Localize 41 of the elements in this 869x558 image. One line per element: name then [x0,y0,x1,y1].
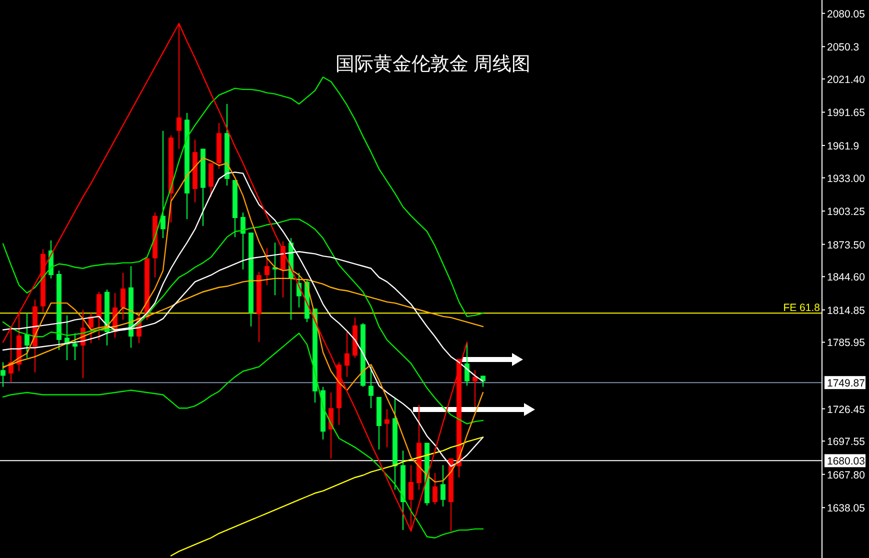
y-tick-label: 2021.40 [827,74,866,86]
candlestick [24,312,30,358]
ref-line-label: 1680.03 [827,456,866,468]
text: 国际黄金伦敦金 周线图 [335,54,531,75]
candlestick [264,248,270,286]
y-tick-label: 1844.60 [827,272,866,284]
line-series [170,436,484,556]
line-series [2,76,484,318]
candlestick [368,366,374,409]
y-tick-label: 2080.05 [827,8,866,20]
candlestick [120,272,126,320]
line-series [2,332,484,538]
y-tick-label: 1785.95 [827,337,866,350]
candlestick [328,392,334,459]
ref-line-label: FE 61.8 [783,302,820,314]
candlestick [72,332,78,361]
candlestick [208,162,214,198]
y-tick-label: 1638.05 [827,502,866,515]
candlestick [472,370,478,408]
candlestick [440,464,446,508]
y-tick-label: 1667.80 [827,469,866,482]
y-tick-label: 2050.3 [827,42,860,54]
y-tick-label: 1697.55 [827,436,866,448]
y-tick-label: 1991.65 [827,107,866,120]
y-tick-label: 1873.50 [827,239,866,252]
candlestick [384,408,390,448]
candlestick [240,212,246,270]
y-tick-label: 1726.45 [827,404,866,416]
ref-line-label: 1749.87 [827,378,866,390]
candlestick [96,291,102,340]
candlestick [464,342,470,386]
y-tick-label: 1814.85 [827,304,866,317]
candlestick [432,472,438,505]
y-tick-label: 1933.00 [827,172,866,185]
line-series [2,22,468,532]
candlestick [160,130,166,239]
y-tick-label: 1961.9 [827,140,860,152]
candlestick [480,375,486,388]
y-tick-label: 1903.25 [827,206,866,218]
candlestick [344,332,350,378]
candlestick [0,362,6,388]
